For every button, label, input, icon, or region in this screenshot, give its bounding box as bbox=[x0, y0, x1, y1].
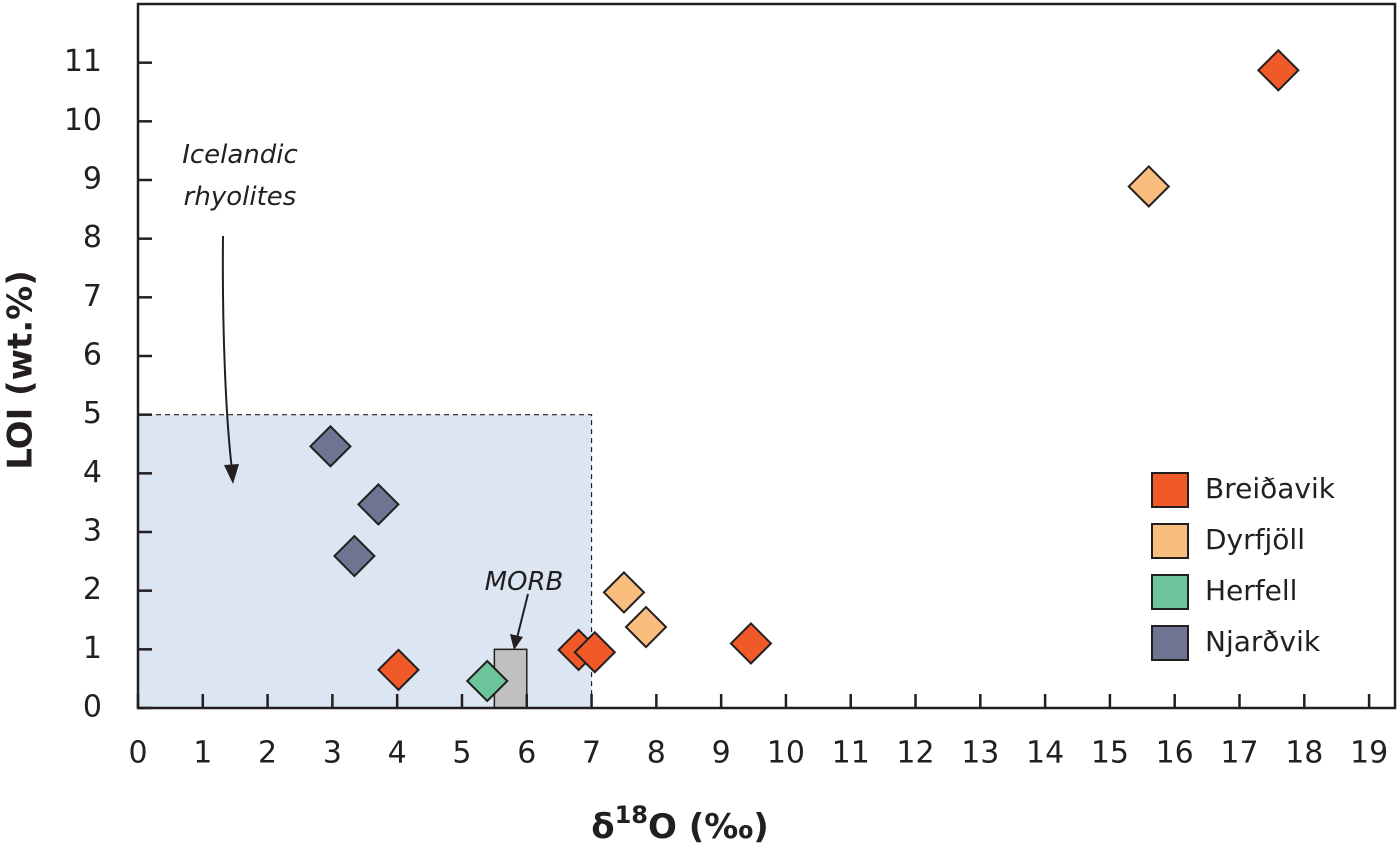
point bbox=[332, 534, 376, 578]
y-tick-label: 7 bbox=[83, 279, 102, 314]
arrow-head bbox=[224, 464, 239, 484]
arrow bbox=[221, 235, 233, 471]
legend-swatch bbox=[1151, 523, 1189, 559]
x-tick-label: 4 bbox=[388, 736, 407, 771]
x-tick-label: 17 bbox=[1220, 736, 1258, 771]
y-tick-label: 11 bbox=[64, 44, 102, 79]
x-tick-label: 0 bbox=[128, 736, 147, 771]
x-tick-label: 13 bbox=[961, 736, 999, 771]
y-tick-label: 8 bbox=[83, 220, 102, 255]
x-label-part: O (‰) bbox=[648, 807, 769, 847]
point bbox=[624, 605, 668, 649]
x-tick-label: 11 bbox=[832, 736, 870, 771]
x-tick-label: 6 bbox=[517, 736, 536, 771]
point bbox=[1256, 48, 1300, 92]
region-label: MORB bbox=[485, 567, 564, 597]
arrow bbox=[516, 593, 529, 639]
point bbox=[1127, 165, 1171, 208]
x-tick-label: 19 bbox=[1350, 736, 1388, 771]
x-tick-label: 9 bbox=[712, 736, 731, 771]
x-label-part: 18 bbox=[615, 801, 648, 829]
x-tick-label: 5 bbox=[452, 736, 471, 771]
y-tick-label: 2 bbox=[83, 572, 102, 607]
x-tick-label: 14 bbox=[1026, 736, 1064, 771]
y-axis-label: LOI (wt.%) bbox=[1, 270, 41, 470]
x-tick-label: 7 bbox=[582, 736, 601, 771]
point bbox=[465, 659, 509, 703]
x-tick-label: 10 bbox=[767, 736, 805, 771]
point bbox=[729, 622, 773, 665]
region-label-line: rhyolites bbox=[184, 182, 297, 212]
legend-swatch bbox=[1151, 574, 1189, 610]
x-tick-label: 15 bbox=[1091, 736, 1129, 771]
y-tick-label: 0 bbox=[83, 690, 102, 725]
x-tick-label: 1 bbox=[193, 736, 212, 771]
region-label-line: Icelandic bbox=[182, 140, 298, 170]
legend-swatch bbox=[1151, 625, 1189, 661]
point bbox=[377, 648, 420, 692]
y-tick-label: 5 bbox=[83, 396, 102, 431]
region-label: Icelandic rhyolites bbox=[182, 140, 298, 212]
legend-swatch bbox=[1151, 472, 1189, 508]
region-label-line: MORB bbox=[485, 567, 564, 597]
y-tick-label: 10 bbox=[64, 103, 102, 138]
x-tick-label: 16 bbox=[1156, 736, 1194, 771]
point bbox=[309, 424, 352, 468]
x-axis-label: δ18O (‰) bbox=[591, 801, 769, 847]
y-tick-label: 3 bbox=[83, 514, 102, 549]
x-tick-label: 8 bbox=[647, 736, 666, 771]
point bbox=[356, 483, 400, 526]
point bbox=[573, 630, 617, 674]
point bbox=[602, 571, 646, 614]
y-tick-label: 4 bbox=[83, 455, 102, 490]
y-tick-label: 6 bbox=[83, 338, 102, 373]
x-tick-label: 3 bbox=[323, 736, 342, 771]
legend-label: Dyrfjöll bbox=[1205, 523, 1305, 556]
x-tick-label: 2 bbox=[258, 736, 277, 771]
arrow-head bbox=[510, 634, 523, 650]
legend-label: Herfell bbox=[1205, 574, 1297, 607]
x-tick-label: 12 bbox=[896, 736, 934, 771]
y-tick-label: 9 bbox=[83, 162, 102, 197]
legend-label: Breiðavik bbox=[1205, 472, 1336, 505]
x-tick-label: 18 bbox=[1285, 736, 1323, 771]
y-tick-label: 1 bbox=[83, 631, 102, 666]
x-label-part: δ bbox=[591, 807, 614, 847]
legend-label: Njarðvik bbox=[1205, 625, 1321, 658]
